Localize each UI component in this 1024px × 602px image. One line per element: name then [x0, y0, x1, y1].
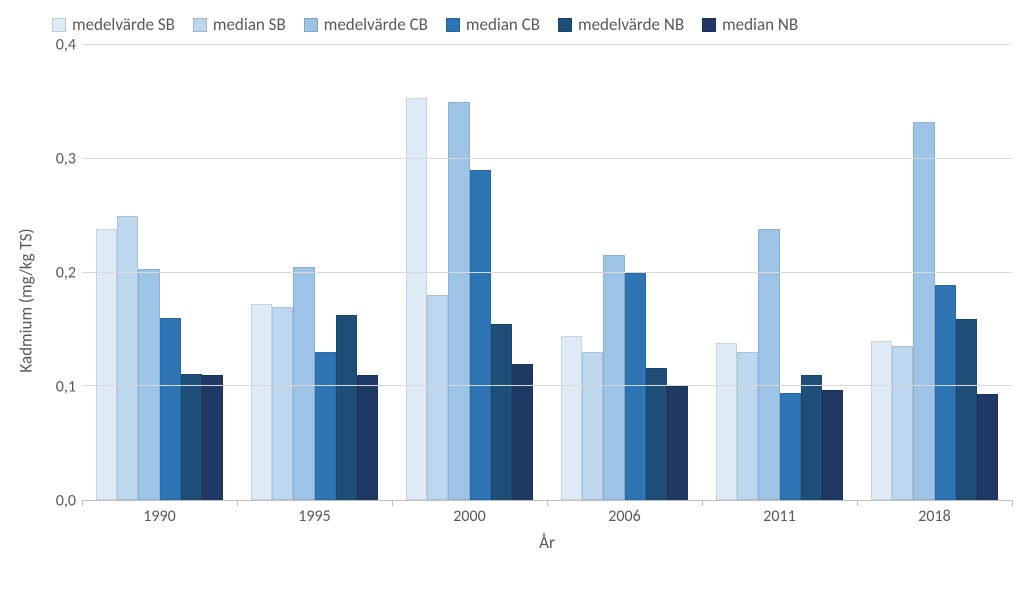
bar	[892, 346, 913, 500]
x-tick-label: 2000	[392, 501, 547, 526]
bar	[470, 170, 491, 500]
bar	[956, 319, 977, 500]
x-tick-mark	[1012, 500, 1013, 506]
bar	[512, 364, 533, 501]
legend-swatch	[558, 18, 572, 32]
bar	[491, 324, 512, 500]
bar	[822, 390, 843, 500]
legend: medelvärde SB median SB medelvärde CB media…	[12, 8, 1012, 45]
legend-item: medelvärde CB	[304, 14, 428, 35]
legend-label: medelvärde SB	[72, 14, 175, 35]
legend-swatch	[702, 18, 716, 32]
bar	[293, 267, 314, 500]
bar	[427, 295, 448, 500]
bar	[667, 386, 688, 500]
bar	[935, 285, 956, 500]
bar	[117, 216, 138, 500]
y-tick-label: 0,0	[56, 492, 76, 511]
y-tick-label: 0,3	[56, 150, 76, 169]
bar-group	[82, 45, 237, 500]
x-axis-row: 199019952000200620112018 År	[82, 501, 1012, 555]
bar	[582, 352, 603, 500]
bar	[448, 102, 469, 500]
y-axis-label: Kadmium (mg/kg TS)	[16, 228, 37, 372]
bar-group	[547, 45, 702, 500]
legend-item: median NB	[702, 14, 798, 35]
legend-item: medelvärde SB	[52, 14, 175, 35]
legend-label: median SB	[213, 14, 286, 35]
bar	[716, 343, 737, 500]
bar	[758, 229, 779, 500]
bar-group	[392, 45, 547, 500]
gridline	[82, 44, 1012, 45]
legend-swatch	[304, 18, 318, 32]
gridline	[82, 158, 1012, 159]
bar	[801, 375, 822, 500]
plot-col: 199019952000200620112018 År	[82, 45, 1012, 555]
bar	[181, 374, 202, 500]
bar	[603, 255, 624, 500]
plot-outer: Kadmium (mg/kg TS) 0,00,10,20,30,4 19901…	[12, 45, 1012, 555]
x-tick-mark	[702, 500, 703, 506]
legend-label: medelvärde NB	[578, 14, 684, 35]
x-tick-label: 2018	[857, 501, 1012, 526]
legend-item: median SB	[193, 14, 286, 35]
x-axis-label: År	[82, 526, 1012, 553]
x-tick-mark	[237, 500, 238, 506]
bar	[977, 394, 998, 500]
y-tick-label: 0,4	[56, 36, 76, 55]
gridline	[82, 272, 1012, 273]
bar	[646, 368, 667, 500]
bar	[913, 122, 934, 500]
legend-label: median NB	[722, 14, 798, 35]
x-tick-mark	[82, 500, 83, 506]
legend-label: medelvärde CB	[324, 14, 428, 35]
bar-group	[237, 45, 392, 500]
bar	[561, 336, 582, 500]
bar	[272, 307, 293, 500]
y-axis-label-col: Kadmium (mg/kg TS)	[12, 45, 40, 555]
x-tick-mark	[547, 500, 548, 506]
bar-group	[702, 45, 857, 500]
x-tick-label: 2011	[702, 501, 857, 526]
y-tick-label: 0,1	[56, 378, 76, 397]
x-tick-label: 1995	[237, 501, 392, 526]
legend-swatch	[446, 18, 460, 32]
y-tick-col: 0,00,10,20,30,4	[40, 45, 82, 555]
bar	[780, 393, 801, 500]
bar	[336, 315, 357, 500]
bar	[315, 352, 336, 500]
gridline	[82, 385, 1012, 386]
bar	[251, 304, 272, 500]
y-tick-label: 0,2	[56, 264, 76, 283]
x-tick-mark	[857, 500, 858, 506]
legend-swatch	[193, 18, 207, 32]
bar-groups	[82, 45, 1012, 500]
x-tick-mark	[392, 500, 393, 506]
bar	[96, 229, 117, 500]
chart-container: medelvärde SB median SB medelvärde CB media…	[0, 0, 1024, 602]
bar	[871, 341, 892, 500]
x-tick-label: 1990	[82, 501, 237, 526]
bar	[357, 375, 378, 500]
bar	[202, 375, 223, 500]
legend-label: median CB	[466, 14, 540, 35]
x-tick-label: 2006	[547, 501, 702, 526]
legend-item: median CB	[446, 14, 540, 35]
bar-group	[857, 45, 1012, 500]
legend-swatch	[52, 18, 66, 32]
bar	[625, 273, 646, 501]
bar	[737, 352, 758, 500]
legend-item: medelvärde NB	[558, 14, 684, 35]
plot-area	[82, 45, 1012, 501]
bar	[160, 318, 181, 500]
